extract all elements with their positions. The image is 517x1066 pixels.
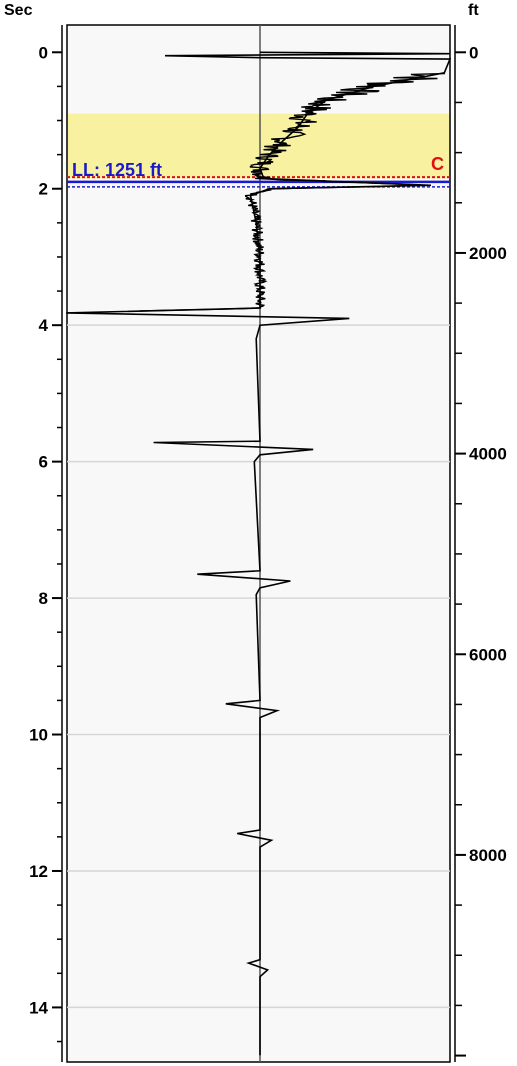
left-tick-label: 6 <box>39 453 48 472</box>
left-tick-label: 0 <box>39 43 48 62</box>
level-label: LL: 1251 ft <box>72 160 162 180</box>
right-tick-label: 4000 <box>469 445 507 464</box>
left-tick-label: 8 <box>39 589 48 608</box>
trace-layer <box>66 51 452 1056</box>
left-tick-label: 14 <box>29 998 48 1017</box>
right-axis-title: ft <box>468 2 479 19</box>
left-tick-label: 12 <box>29 862 48 881</box>
left-axis-title: Sec <box>4 2 33 19</box>
marker-letter: C <box>431 154 444 174</box>
right-tick-label: 8000 <box>469 846 507 865</box>
left-tick-label: 4 <box>39 316 49 335</box>
left-tick-label: 2 <box>39 180 48 199</box>
right-tick-label: 6000 <box>469 645 507 664</box>
grid-lines <box>67 324 450 1009</box>
right-axis: 0 2000 4000 6000 8000 <box>454 25 507 1062</box>
left-axis: 0 2 4 6 8 10 12 14 <box>29 25 63 1062</box>
left-tick-label: 10 <box>29 726 48 745</box>
right-tick-label: 2000 <box>469 244 507 263</box>
right-tick-label: 0 <box>469 43 478 62</box>
trace-noise-band <box>139 72 446 312</box>
